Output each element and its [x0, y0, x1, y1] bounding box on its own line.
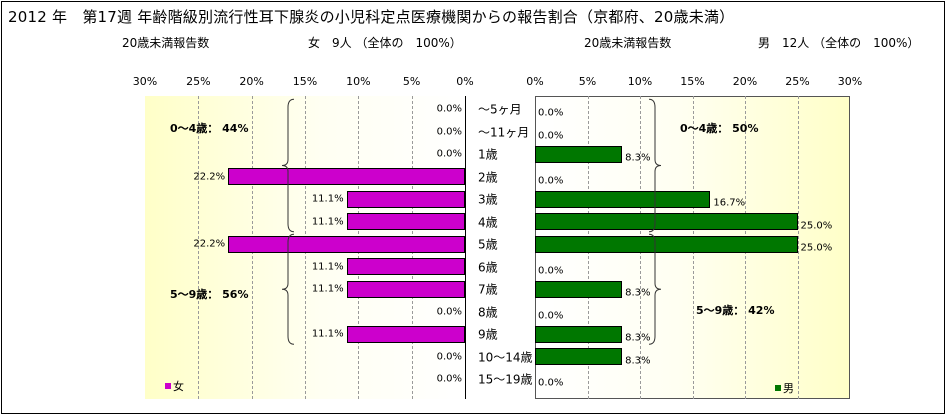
male-value-label: 8.3% — [625, 287, 651, 299]
male-subtitle-count-label: 20歳未満報告数 — [584, 36, 672, 50]
female-bar — [346, 280, 465, 298]
male-value-label: 0.0% — [538, 175, 564, 187]
female-value-label: 0.0% — [436, 148, 462, 160]
age-category-label: 3歳 — [478, 192, 498, 207]
female-value-label: 11.1% — [311, 283, 344, 295]
male-age-group-label: 5～9歳： 42% — [696, 304, 775, 317]
male-age-group-label: 0～4歳： 50% — [680, 122, 759, 135]
female-bar — [346, 258, 465, 276]
female-legend-swatch — [165, 383, 171, 389]
female-bar — [346, 213, 465, 231]
female-bar — [228, 168, 465, 186]
male-value-label: 0.0% — [538, 377, 564, 389]
age-category-label: 5歳 — [478, 237, 498, 252]
male-bar — [535, 213, 798, 231]
female-axis-tick-label: 10% — [346, 75, 371, 88]
female-bar — [346, 190, 465, 208]
age-category-label: 6歳 — [478, 260, 498, 275]
female-bar — [346, 325, 465, 343]
male-gridline — [797, 96, 799, 399]
female-group-brace — [281, 233, 295, 345]
male-bar — [535, 325, 623, 343]
female-axis-tick-label: 0% — [456, 75, 474, 88]
age-category-label: ～5ヶ月 — [478, 102, 522, 117]
female-axis-tick-label: 15% — [292, 75, 318, 88]
female-value-label: 11.1% — [311, 216, 344, 228]
female-value-label: 0.0% — [436, 103, 462, 115]
male-group-brace — [648, 98, 662, 233]
male-bar — [535, 145, 623, 163]
male-value-label: 8.3% — [625, 355, 651, 367]
male-legend-swatch — [775, 385, 781, 391]
female-axis-tick-label: 25% — [186, 75, 211, 88]
female-value-label: 0.0% — [436, 373, 462, 385]
male-legend: 男 — [775, 380, 794, 396]
male-value-label: 0.0% — [538, 310, 564, 322]
chart-title: 2012 年 第17週 年齢階級別流行性耳下腺炎の小児科定点医療機関からの報告割… — [8, 8, 735, 26]
male-value-label: 8.3% — [625, 332, 651, 344]
female-subtitle-count-label: 20歳未満報告数 — [122, 36, 210, 50]
female-axis-tick-label: 30% — [132, 75, 158, 88]
female-value-label: 11.1% — [311, 261, 344, 273]
age-category-label: 15～19歳 — [478, 372, 533, 387]
female-age-group-label: 0～4歳： 44% — [170, 122, 249, 135]
male-value-label: 0.0% — [538, 130, 564, 142]
age-category-label: 10～14歳 — [478, 350, 533, 365]
female-value-label: 22.2% — [193, 238, 226, 250]
female-value-label: 0.0% — [436, 306, 462, 318]
age-category-label: 7歳 — [478, 282, 498, 297]
male-value-label: 25.0% — [800, 220, 833, 232]
female-legend-label: 女 — [173, 380, 184, 393]
female-age-group-label: 5～9歳： 56% — [170, 288, 249, 301]
male-bar — [535, 235, 798, 253]
age-category-label: ～11ヶ月 — [478, 125, 530, 140]
male-bar — [535, 348, 623, 366]
age-category-label: 4歳 — [478, 215, 498, 230]
age-category-label: 2歳 — [478, 170, 498, 185]
female-axis-tick-label: 20% — [239, 75, 264, 88]
male-value-label: 16.7% — [713, 197, 746, 209]
female-zero-axis — [465, 96, 466, 399]
female-value-label: 0.0% — [436, 351, 462, 363]
female-legend: 女 — [165, 378, 184, 394]
female-bar — [228, 235, 465, 253]
female-axis-tick-label: 5% — [402, 75, 421, 88]
male-legend-label: 男 — [783, 382, 794, 395]
male-subtitle-total: 男 12人 （全体の 100%） — [758, 36, 920, 50]
male-axis-tick-label: 30% — [837, 75, 863, 88]
male-axis-tick-label: 15% — [680, 75, 705, 88]
male-value-label: 0.0% — [538, 107, 564, 119]
age-category-label: 1歳 — [478, 147, 498, 162]
male-bar — [535, 280, 623, 298]
female-value-label: 11.1% — [311, 193, 344, 205]
male-value-label: 8.3% — [625, 152, 651, 164]
female-gridline — [198, 96, 200, 399]
female-value-label: 22.2% — [193, 171, 226, 183]
male-axis-tick-label: 10% — [627, 75, 653, 88]
age-category-label: 8歳 — [478, 305, 498, 320]
male-axis-tick-label: 5% — [578, 75, 597, 88]
male-value-label: 25.0% — [800, 242, 833, 254]
male-value-label: 0.0% — [538, 265, 564, 277]
male-axis-tick-label: 20% — [732, 75, 758, 88]
female-subtitle-total: 女 9人 （全体の 100%） — [308, 36, 462, 50]
male-group-brace — [648, 233, 662, 345]
male-axis-tick-label: 25% — [785, 75, 810, 88]
female-value-label: 0.0% — [436, 126, 462, 138]
male-axis-tick-label: 0% — [526, 75, 544, 88]
male-bar — [535, 190, 711, 208]
female-value-label: 11.1% — [311, 328, 344, 340]
age-category-label: 9歳 — [478, 327, 498, 342]
female-group-brace — [281, 98, 295, 233]
